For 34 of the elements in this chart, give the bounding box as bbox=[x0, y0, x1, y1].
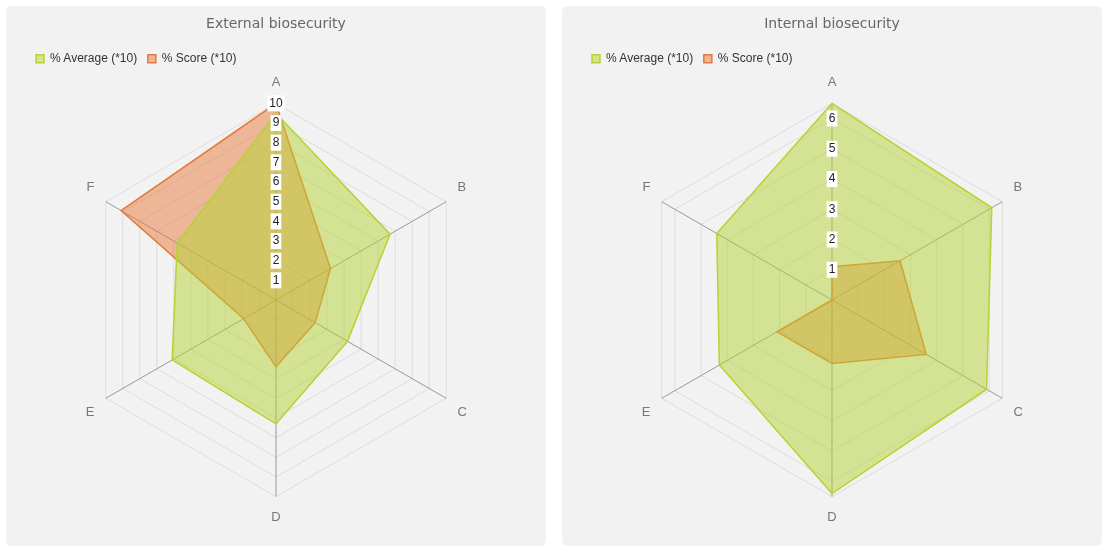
spoke-label: C bbox=[457, 404, 467, 420]
spoke-label: D bbox=[827, 508, 837, 524]
y-tick-label: 6 bbox=[828, 110, 836, 125]
y-tick-label: 2 bbox=[828, 231, 836, 246]
y-tick-label: 10 bbox=[269, 95, 283, 110]
legend-label: % Score (*10) bbox=[717, 51, 793, 66]
legend-label: % Average (*10) bbox=[50, 51, 138, 66]
spoke-label: B bbox=[1013, 178, 1023, 194]
legend-label: % Average (*10) bbox=[606, 51, 694, 66]
y-tick-label: 1 bbox=[828, 262, 836, 277]
y-tick-label: 8 bbox=[272, 135, 280, 150]
spoke-label: A bbox=[827, 74, 837, 90]
spoke-label: B bbox=[457, 178, 467, 194]
y-tick-label: 3 bbox=[272, 233, 280, 248]
y-tick-label: 1 bbox=[272, 272, 280, 287]
y-tick-label: 5 bbox=[828, 141, 836, 156]
y-tick-label: 3 bbox=[828, 201, 836, 216]
spoke-label: D bbox=[271, 508, 281, 524]
spoke-label: F bbox=[86, 178, 95, 194]
legend-label: % Score (*10) bbox=[161, 51, 237, 66]
y-tick-label: 7 bbox=[272, 154, 280, 169]
spoke-label: E bbox=[85, 404, 95, 420]
y-tick-label: 2 bbox=[272, 252, 280, 267]
chart-title: External biosecurity bbox=[206, 15, 346, 32]
spoke-label: C bbox=[1013, 404, 1023, 420]
y-tick-label: 5 bbox=[272, 194, 280, 209]
spoke-label: F bbox=[642, 178, 651, 194]
y-tick-label: 9 bbox=[272, 115, 280, 130]
y-tick-label: 4 bbox=[272, 213, 280, 228]
chart-title: Internal biosecurity bbox=[764, 15, 900, 32]
spoke-label: E bbox=[641, 404, 651, 420]
y-tick-label: 6 bbox=[272, 174, 280, 189]
y-tick-label: 4 bbox=[828, 171, 836, 186]
spoke-label: A bbox=[271, 74, 281, 90]
